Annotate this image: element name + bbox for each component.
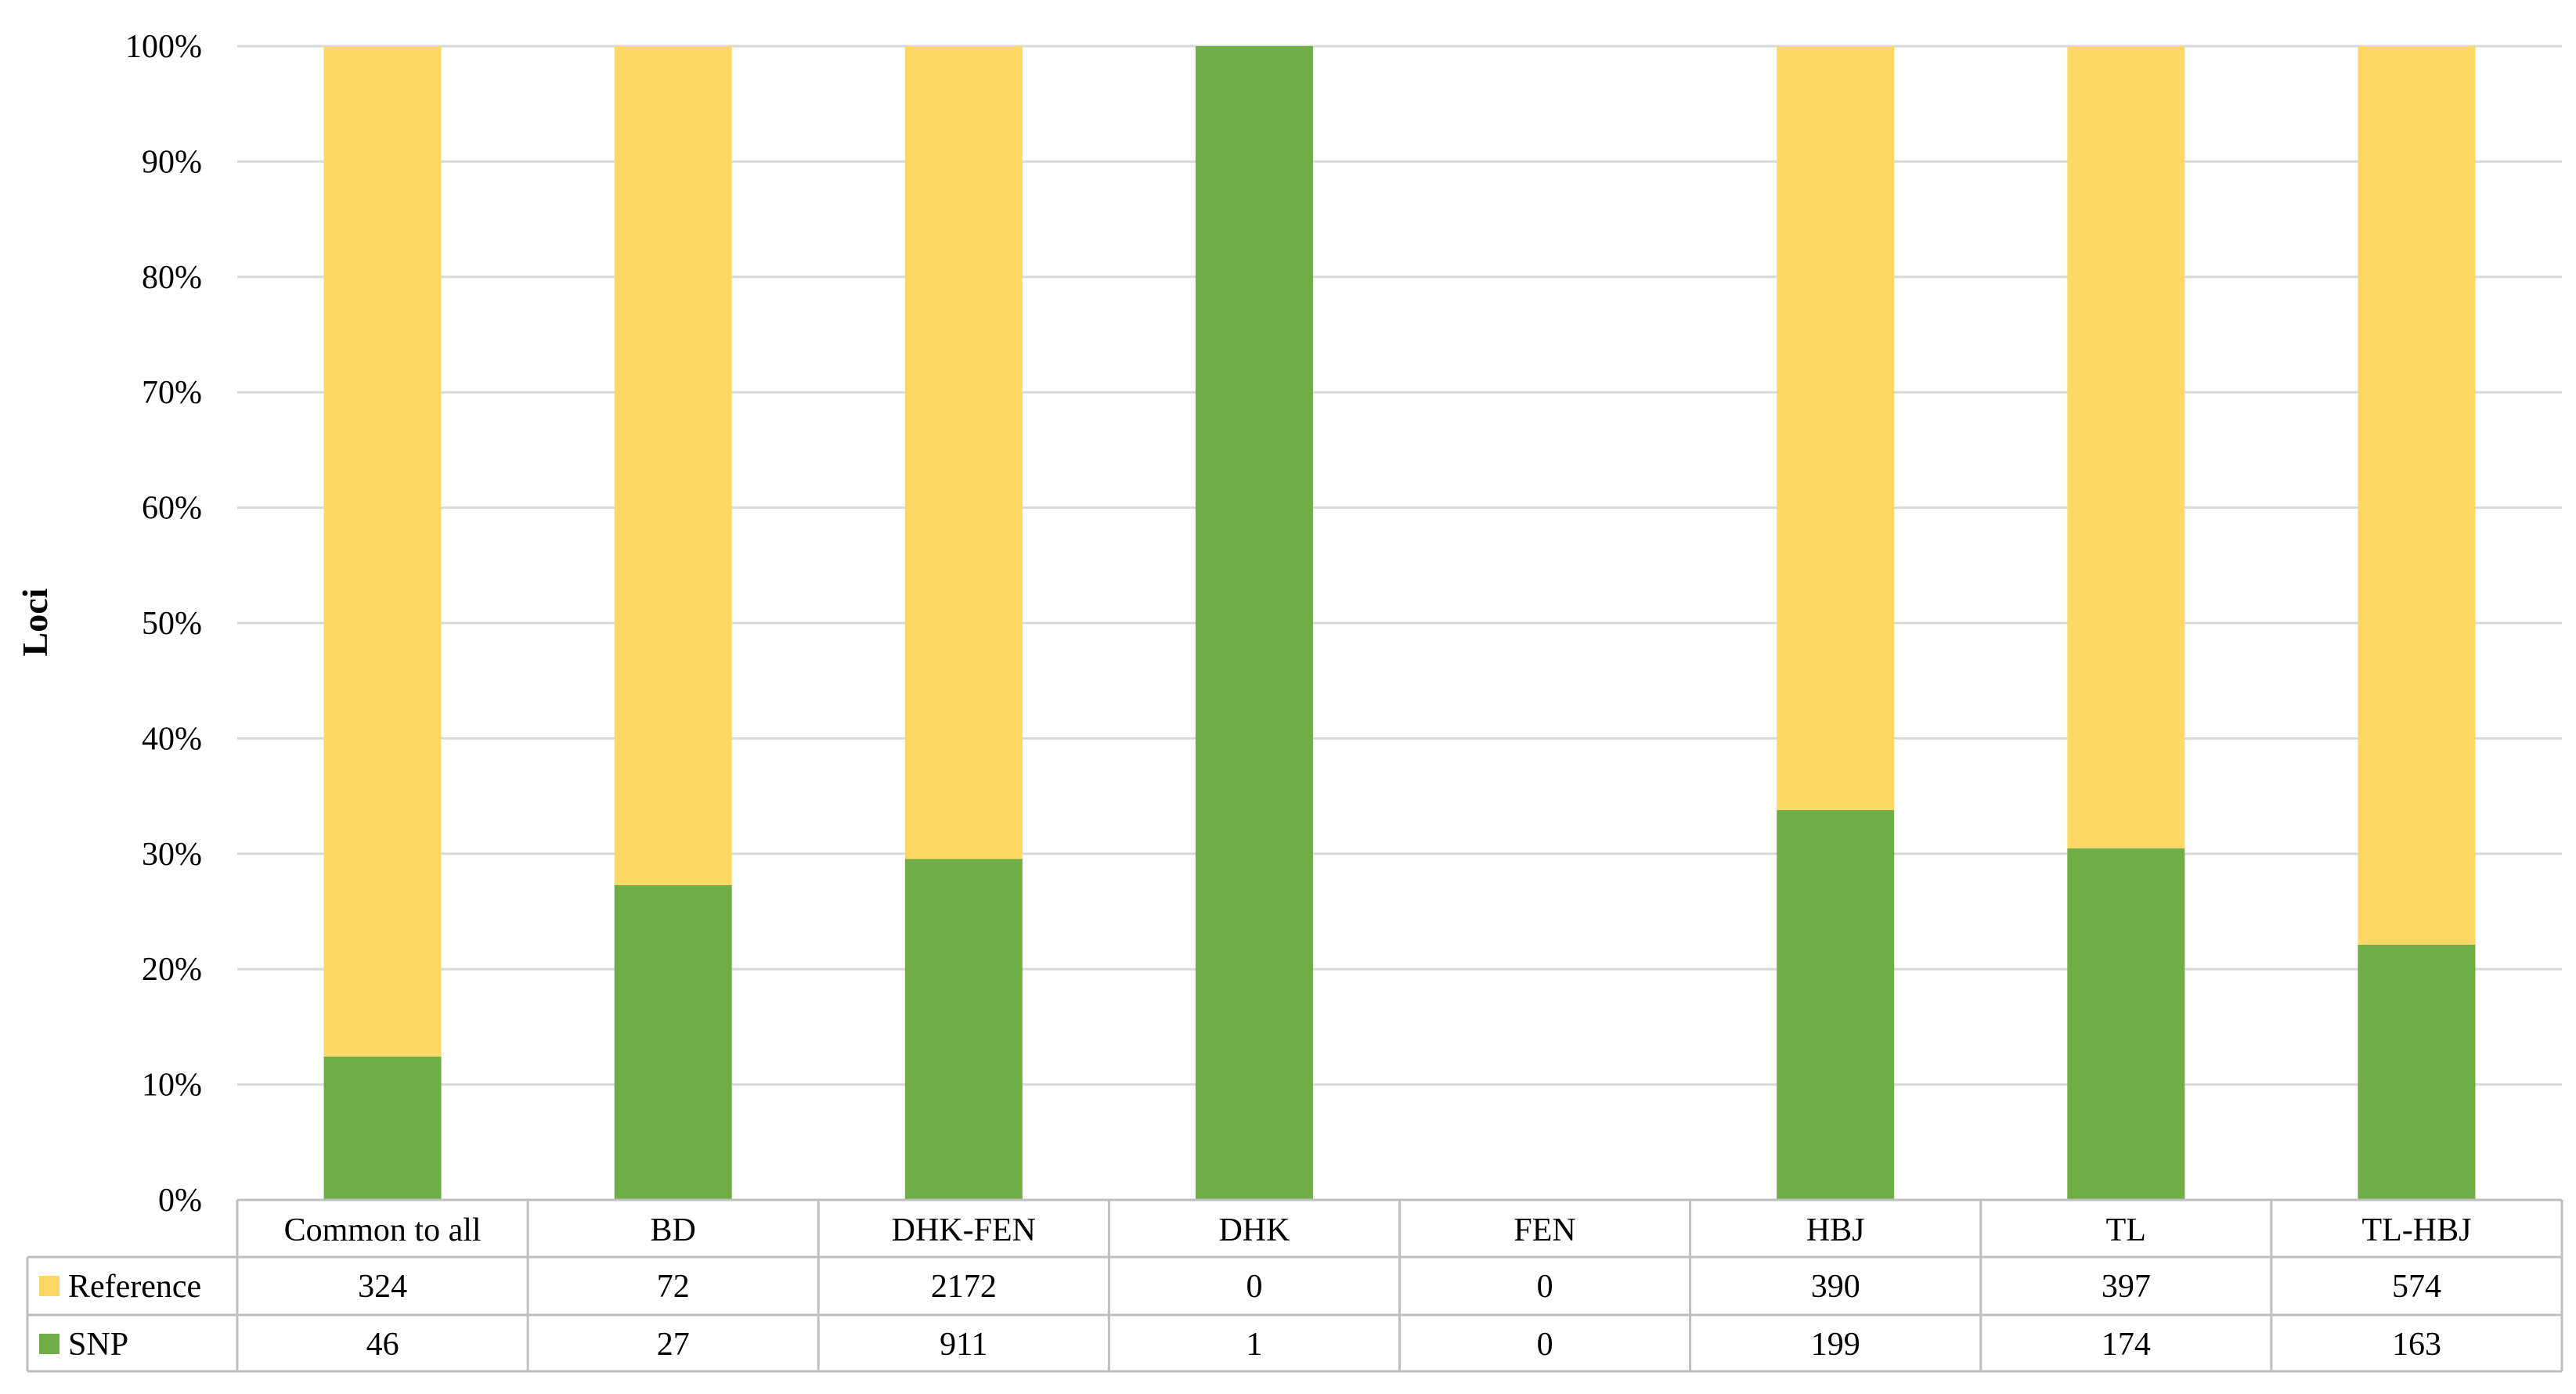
table-value: 324 [358,1269,407,1305]
x-category-label: DHK-FEN [892,1212,1036,1248]
table-value: 0 [1537,1269,1553,1305]
x-category-label: FEN [1513,1212,1575,1248]
table-value: 2172 [931,1269,997,1305]
bar-snp [1777,809,1895,1200]
y-axis-title: Loci [15,588,55,656]
y-tick-label: 80% [142,260,202,296]
legend-swatch [39,1276,60,1296]
y-tick-label: 70% [142,375,202,411]
bar-reference [1777,46,1895,810]
x-category-label: BD [651,1212,696,1248]
bar-snp [904,859,1023,1200]
x-category-label: Common to all [284,1212,482,1248]
legend-label: Reference [68,1269,201,1305]
data-table: Common to all BD DHK-FEN DHK FEN HBJ TL TL-HBJ R… [26,1198,2563,1373]
bar-snp [2067,848,2185,1200]
bar-reference [614,46,732,885]
table-value: 390 [1811,1269,1860,1305]
table-value: 911 [940,1327,987,1363]
table-value: 27 [657,1327,690,1363]
table-value: 0 [1246,1269,1262,1305]
bar-snp [1195,46,1313,1200]
y-tick-label: 60% [142,491,202,527]
table-value: 199 [1811,1327,1860,1363]
bar-reference [2358,46,2476,945]
legend-label: SNP [68,1327,128,1363]
x-category-label: TL [2106,1212,2146,1248]
y-tick-label: 10% [142,1068,202,1104]
bar-snp [614,885,732,1200]
table-value: 574 [2392,1269,2441,1305]
bars [323,46,2476,1200]
y-tick-label: 100% [125,29,202,65]
x-category-label: TL-HBJ [2361,1212,2471,1248]
y-tick-label: 50% [142,606,202,642]
bar-snp [2358,945,2476,1200]
table-value: 72 [657,1269,690,1305]
table-value: 1 [1246,1327,1262,1363]
bar-reference [904,46,1023,859]
y-tick-label: 20% [142,952,202,988]
table-value: 174 [2102,1327,2151,1363]
y-tick-label: 40% [142,721,202,757]
legend-swatch [39,1334,60,1354]
y-tick-label: 0% [158,1183,202,1219]
bar-snp [323,1056,442,1200]
bar-reference [323,46,442,1057]
x-category-label: DHK [1218,1212,1290,1248]
table-value: 397 [2102,1269,2151,1305]
table-value: 163 [2392,1327,2441,1363]
gridlines [237,45,2562,1201]
y-axis-ticks: 0% 10% 20% 30% 40% 50% 60% 70% 80% 90% 100% [125,29,202,1219]
table-value: 46 [366,1327,399,1363]
x-category-label: HBJ [1806,1212,1865,1248]
bar-reference [2067,46,2185,848]
table-value: 0 [1537,1327,1553,1363]
y-tick-label: 90% [142,144,202,180]
y-tick-label: 30% [142,837,202,873]
